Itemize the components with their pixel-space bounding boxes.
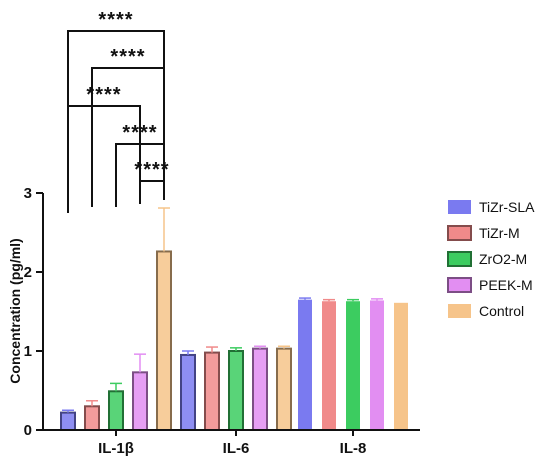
- x-category-labels: IL-1β IL-6 IL-8: [98, 430, 366, 457]
- legend-swatch: [448, 200, 471, 214]
- bar: [204, 351, 220, 431]
- y-tick-label: 0: [24, 422, 32, 439]
- significance-label: ****: [134, 159, 169, 181]
- significance-label: ****: [86, 84, 121, 106]
- legend: TiZr-SLA TiZr-M ZrO2-M PEEK-M Control: [447, 199, 535, 319]
- legend-label: Control: [479, 303, 524, 319]
- bar: [394, 302, 408, 430]
- legend-swatch: [447, 225, 472, 241]
- bar: [228, 350, 244, 431]
- significance-label: ****: [110, 46, 145, 68]
- bar: [156, 250, 172, 431]
- bar: [252, 347, 268, 432]
- bar: [60, 411, 76, 431]
- bar: [180, 353, 196, 432]
- bar: [84, 405, 100, 431]
- bar: [322, 301, 336, 430]
- significance-bracket: [115, 143, 165, 207]
- y-ticks: 0 1 2 3: [24, 185, 43, 439]
- y-tick-label: 2: [24, 264, 32, 281]
- y-axis-title: Concentration (pg/ml): [7, 238, 23, 383]
- y-tick-label: 1: [24, 343, 32, 360]
- bars-layer: [60, 207, 408, 432]
- bar: [298, 299, 312, 430]
- legend-label: ZrO2-M: [479, 251, 527, 267]
- significance-bracket: [67, 105, 141, 210]
- legend-swatch: [448, 304, 471, 318]
- axes-layer: [42, 193, 420, 431]
- significance-label: ****: [98, 9, 133, 31]
- bar: [346, 301, 360, 430]
- significance-bracket: [91, 67, 165, 207]
- bar: [276, 347, 292, 432]
- bar: [108, 390, 124, 432]
- x-category-label: IL-8: [340, 440, 367, 457]
- legend-label: TiZr-SLA: [479, 199, 535, 215]
- legend-label: TiZr-M: [479, 225, 520, 241]
- x-category-label: IL-6: [223, 440, 250, 457]
- significance-brackets: ********************: [67, 9, 169, 213]
- legend-label: PEEK-M: [479, 277, 533, 293]
- bar: [370, 300, 384, 430]
- legend-swatch: [447, 277, 472, 293]
- legend-swatch: [447, 251, 472, 267]
- x-category-label: IL-1β: [98, 440, 134, 457]
- significance-bracket: [139, 160, 165, 182]
- significance-label: ****: [122, 122, 157, 144]
- y-tick-label: 3: [24, 185, 32, 202]
- bar: [132, 371, 148, 431]
